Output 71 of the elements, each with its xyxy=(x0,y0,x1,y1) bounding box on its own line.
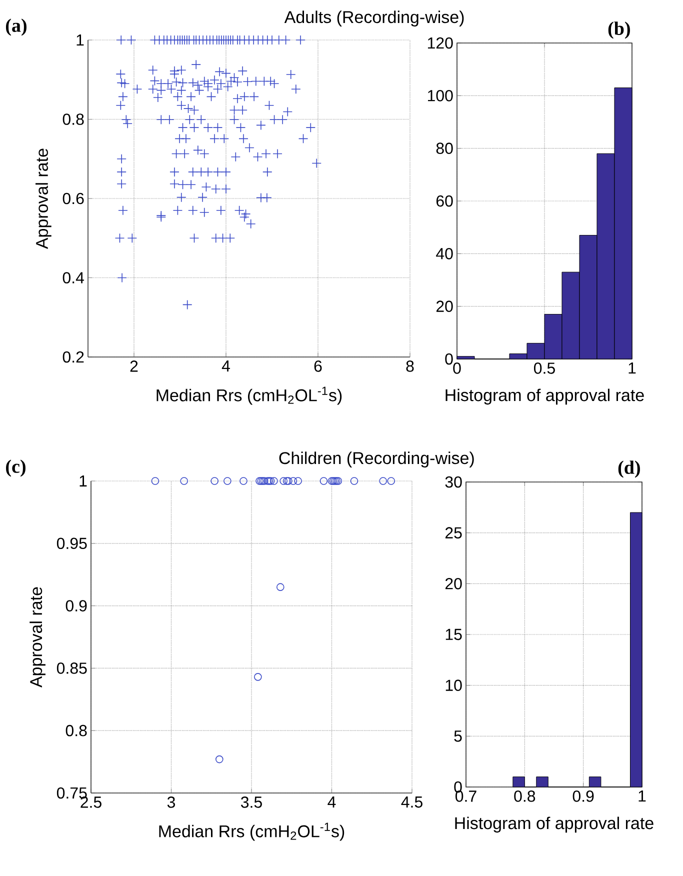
point xyxy=(254,673,262,681)
y-tick-label: 1 xyxy=(80,475,87,487)
point xyxy=(256,477,264,485)
chart-title: Children (Recording-wise) xyxy=(279,452,474,468)
y-tick-label: 0.8 xyxy=(66,724,87,736)
y-tick-label: 0.2 xyxy=(62,351,84,363)
point xyxy=(180,477,188,485)
y-tick-label: 0.6 xyxy=(62,192,84,204)
point xyxy=(334,477,342,485)
point xyxy=(280,477,288,485)
point xyxy=(320,477,328,485)
y-tick-label: 0.8 xyxy=(62,114,84,125)
y-tick-label: 10 xyxy=(446,680,462,691)
text: (b) xyxy=(608,22,630,39)
point xyxy=(350,477,358,485)
y-tick-label: 1 xyxy=(76,34,84,46)
x-tick-label: 0.8 xyxy=(514,790,536,802)
point xyxy=(294,477,302,485)
point xyxy=(240,477,248,485)
y-tick-label: 15 xyxy=(446,628,462,640)
y-tick-label: 120 xyxy=(428,37,453,49)
text: (c) xyxy=(6,460,26,477)
x-tick-label: 4.5 xyxy=(401,796,422,808)
x-tick-label: 2.5 xyxy=(80,796,102,808)
x-tick-label: 0.7 xyxy=(456,790,476,802)
y-axis-title: Approval rate xyxy=(30,587,46,688)
y-tick-label: 0.95 xyxy=(56,538,87,550)
point xyxy=(379,477,388,485)
x-tick-label: 4 xyxy=(222,360,230,372)
y-tick-label: 30 xyxy=(445,476,462,488)
y-tick-label: 20 xyxy=(436,300,453,312)
y-tick-label: 20 xyxy=(445,578,462,590)
point xyxy=(215,755,224,764)
text: (a) xyxy=(6,18,26,36)
x-tick-label: 0.9 xyxy=(572,790,594,802)
point xyxy=(282,477,291,485)
x-tick-label: 8 xyxy=(406,360,414,372)
point xyxy=(224,477,232,485)
x-tick-label: 3 xyxy=(167,796,175,808)
y-axis-title: Approval rate xyxy=(36,148,52,250)
x-axis-title: Median Rrs (cmH$_{2}$OL$^{-1}$s) xyxy=(159,822,344,841)
point xyxy=(387,477,396,485)
point xyxy=(289,477,298,485)
chart-title: Adults (Recording-wise) xyxy=(284,10,464,26)
y-tick-label: 0.85 xyxy=(56,662,87,674)
y-tick-label: 100 xyxy=(428,90,453,102)
x-tick-label: 4 xyxy=(328,796,336,808)
y-tick-label: 0.9 xyxy=(66,600,87,612)
y-tick-label: 60 xyxy=(436,195,453,207)
y-tick-label: 25 xyxy=(445,527,462,538)
y-tick-label: 0.75 xyxy=(56,787,87,799)
x-tick-label: 3.5 xyxy=(240,796,262,808)
x-tick-label: 0.5 xyxy=(534,362,555,374)
y-tick-label: 80 xyxy=(436,142,453,154)
point xyxy=(270,477,278,485)
y-tick-label: 5 xyxy=(454,730,462,742)
x-axis-title: Histogram of approval rate xyxy=(455,816,654,833)
x-axis-title: Histogram of approval rate xyxy=(446,388,644,405)
y-tick-label: 0.4 xyxy=(62,272,84,284)
point xyxy=(151,477,160,485)
point xyxy=(264,477,272,485)
point xyxy=(284,477,292,485)
point xyxy=(210,477,218,485)
x-tick-label: 1 xyxy=(638,790,646,802)
x-tick-label: 1 xyxy=(628,362,636,374)
x-tick-label: 6 xyxy=(314,360,322,372)
point xyxy=(276,583,284,591)
x-tick-label: 2 xyxy=(130,360,138,372)
x-axis-title: Median Rrs (cmH$_{2}$OL$^{-1}$s) xyxy=(156,386,342,405)
y-tick-label: 40 xyxy=(436,248,453,260)
text: (d) xyxy=(618,460,640,478)
